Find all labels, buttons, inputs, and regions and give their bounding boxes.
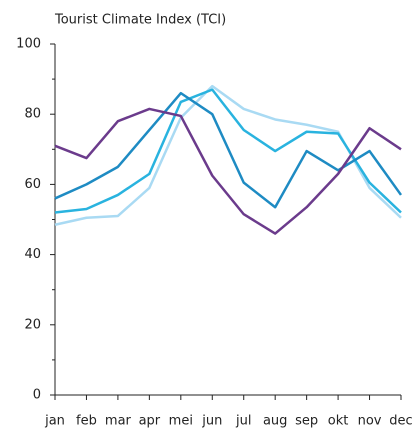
y-tick-label: 100 (16, 37, 41, 52)
y-tick-label: 20 (24, 317, 41, 332)
y-tick-label: 80 (24, 107, 41, 122)
y-tick-label: 0 (33, 388, 41, 403)
x-tick-label: jul (235, 414, 251, 429)
chart-title: Tourist Climate Index (TCI) (54, 13, 226, 28)
x-tick-label: nov (358, 414, 382, 429)
series-line (54, 84, 402, 226)
x-tick-label: dec (389, 414, 412, 429)
x-tick-label: jun (201, 414, 222, 429)
x-tick-label: okt (328, 414, 349, 429)
x-tick-label: feb (76, 414, 97, 429)
y-tick-label: 60 (24, 177, 41, 192)
x-tick-label: jan (44, 414, 65, 429)
x-tick-label: apr (139, 414, 161, 429)
x-tick-label: aug (263, 414, 287, 429)
x-tick-label: mar (105, 414, 132, 429)
x-tick-label: mei (169, 414, 193, 429)
series-line (54, 107, 402, 235)
y-tick-label: 40 (24, 247, 41, 262)
x-tick-label: sep (295, 414, 318, 429)
series-line (54, 88, 402, 214)
